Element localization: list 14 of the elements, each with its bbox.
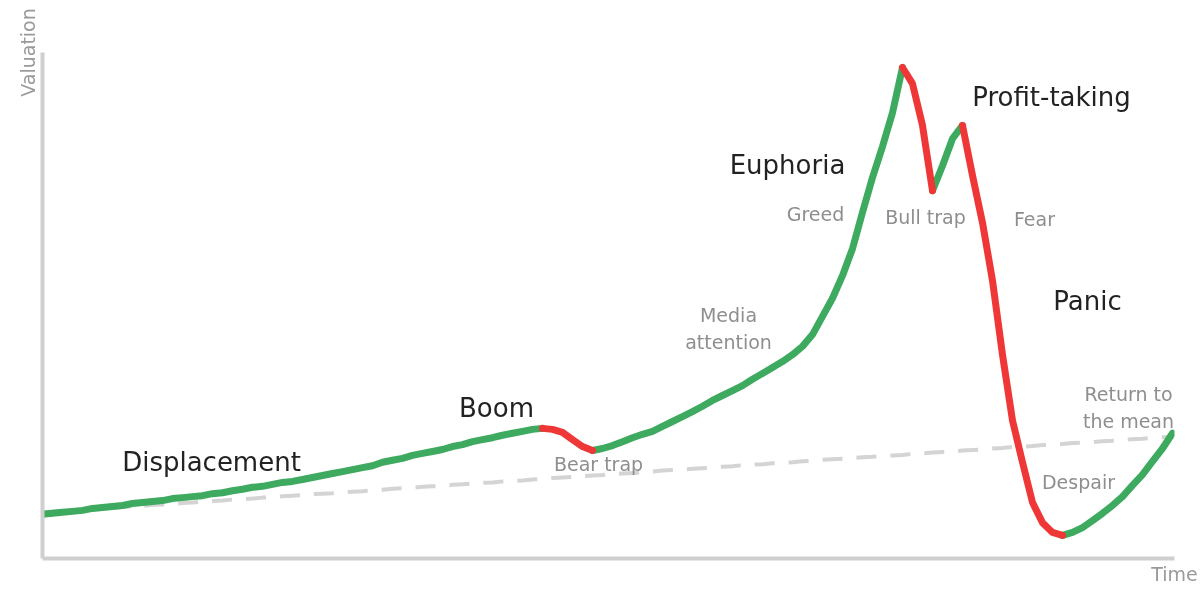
annotation: Greed — [786, 202, 845, 225]
annotation: Bull trap — [885, 205, 966, 228]
annotation: Despair — [1041, 470, 1116, 493]
annotation: Boom — [459, 392, 534, 423]
annotation: Fear — [1013, 207, 1056, 230]
x-axis-title: Time — [1150, 562, 1198, 585]
y-axis-title: Valuation — [16, 8, 39, 97]
annotation: Media attention — [685, 304, 772, 353]
annotation: Bear trap — [553, 452, 644, 475]
annotation: Panic — [1053, 285, 1122, 316]
annotation: Displacement — [122, 446, 301, 477]
annotation: Return to the mean — [1082, 383, 1175, 432]
annotation: Euphoria — [729, 149, 846, 180]
annotation: Profit-taking — [972, 81, 1131, 112]
